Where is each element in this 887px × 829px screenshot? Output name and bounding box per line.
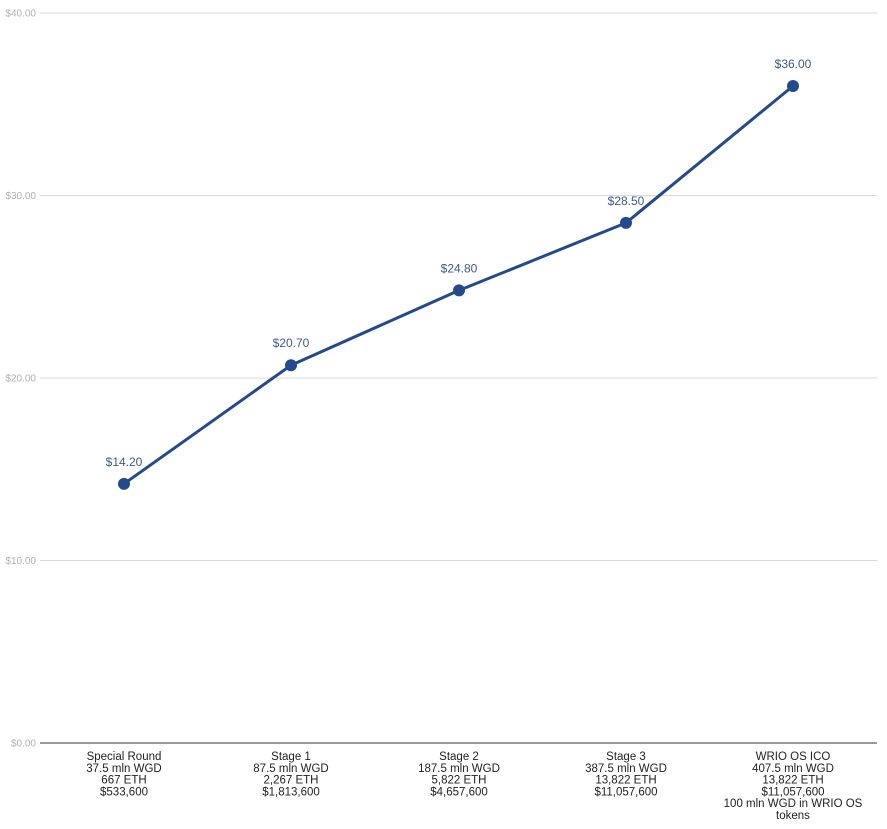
grid-layer xyxy=(40,12,877,744)
x-label-line: Stage 3 xyxy=(606,751,646,763)
y-tick-label: $40.00 xyxy=(5,9,36,20)
x-label-line: $4,657,600 xyxy=(430,786,488,798)
x-label-line: $533,600 xyxy=(100,786,148,798)
x-label-line: 2,267 ETH xyxy=(264,775,319,787)
x-label-line: tokens xyxy=(776,810,810,822)
x-label-line: $1,813,600 xyxy=(262,786,320,798)
x-label-line: 100 mln WGD in WRIO OS xyxy=(724,798,863,810)
x-label-line: WRIO OS ICO xyxy=(756,751,831,763)
data-labels: $14.20 $20.70 $24.80 $28.50 $36.00 xyxy=(106,57,812,469)
x-label-line: Special Round xyxy=(87,751,162,763)
x-label-line: 37.5 mln WGD xyxy=(86,763,161,775)
data-label: $24.80 xyxy=(441,261,478,275)
series-layer xyxy=(118,80,799,490)
data-point xyxy=(787,80,799,92)
x-label-line: 87.5 mln WGD xyxy=(253,763,328,775)
y-axis-ticks: $0.00 $10.00 $20.00 $30.00 $40.00 xyxy=(5,9,36,750)
x-label-line: 187.5 mln WGD xyxy=(418,763,500,775)
data-point xyxy=(285,359,297,372)
x-label-line: Stage 1 xyxy=(271,751,311,763)
x-label-line: 407.5 mln WGD xyxy=(752,763,834,775)
x-label-line: 13,822 ETH xyxy=(762,775,823,787)
y-tick-label: $10.00 xyxy=(5,556,36,567)
x-label-line: 667 ETH xyxy=(101,775,146,787)
data-point xyxy=(453,284,465,297)
y-tick-label: $20.00 xyxy=(5,374,36,385)
y-tick-label: $0.00 xyxy=(11,739,36,750)
data-point xyxy=(118,477,130,490)
x-label-line: $11,057,600 xyxy=(594,786,657,798)
data-label: $14.20 xyxy=(106,455,143,469)
y-tick-label: $30.00 xyxy=(5,191,36,202)
data-label: $20.70 xyxy=(273,336,310,350)
data-label: $36.00 xyxy=(775,57,812,71)
data-label: $28.50 xyxy=(608,194,645,208)
x-label-line: 5,822 ETH xyxy=(432,775,487,787)
data-point xyxy=(620,216,632,229)
x-label-line: 387.5 mln WGD xyxy=(585,763,667,775)
x-label-line: 13,822 ETH xyxy=(595,775,656,787)
x-label-line: Stage 2 xyxy=(439,751,479,763)
x-label-line: $11,057,600 xyxy=(761,786,824,798)
